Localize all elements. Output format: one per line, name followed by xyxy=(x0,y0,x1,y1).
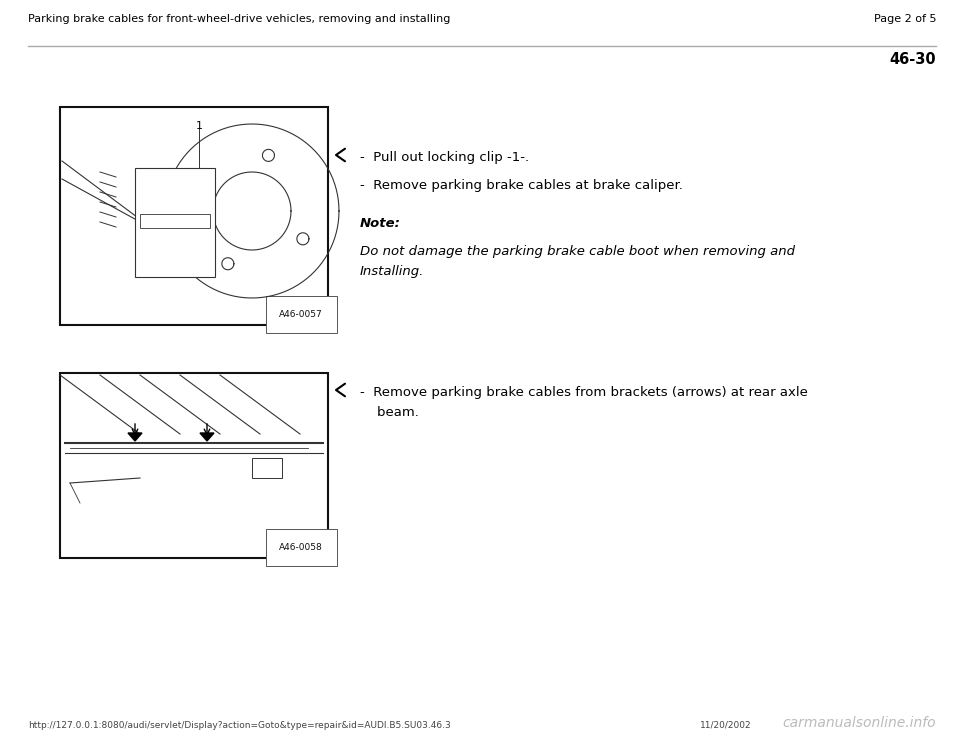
Text: Parking brake cables for front-wheel-drive vehicles, removing and installing: Parking brake cables for front-wheel-dri… xyxy=(28,14,450,24)
Bar xyxy=(60,107,328,325)
Text: Note:: Note: xyxy=(360,217,401,230)
Text: beam.: beam. xyxy=(360,406,419,419)
Polygon shape xyxy=(200,433,214,441)
Text: carmanualsonline.info: carmanualsonline.info xyxy=(782,716,936,730)
Text: Do not damage the parking brake cable boot when removing and: Do not damage the parking brake cable bo… xyxy=(360,245,795,258)
Bar xyxy=(60,373,328,558)
Text: -  Remove parking brake cables from brackets (arrows) at rear axle: - Remove parking brake cables from brack… xyxy=(360,386,808,399)
Text: -  Remove parking brake cables at brake caliper.: - Remove parking brake cables at brake c… xyxy=(360,179,683,192)
Text: http://127.0.0.1:8080/audi/servlet/Display?action=Goto&type=repair&id=AUDI.B5.SU: http://127.0.0.1:8080/audi/servlet/Displ… xyxy=(28,721,451,730)
Text: Page 2 of 5: Page 2 of 5 xyxy=(874,14,936,24)
Bar xyxy=(135,168,215,277)
Text: 46-30: 46-30 xyxy=(889,52,936,67)
Bar xyxy=(140,214,210,228)
Text: A46-0057: A46-0057 xyxy=(279,310,323,319)
Bar xyxy=(252,458,282,478)
Text: Installing.: Installing. xyxy=(360,265,424,278)
Text: -  Pull out locking clip -1-.: - Pull out locking clip -1-. xyxy=(360,151,529,164)
Text: 11/20/2002: 11/20/2002 xyxy=(700,721,752,730)
Text: 1: 1 xyxy=(196,121,203,131)
Polygon shape xyxy=(128,433,142,441)
Text: A46-0058: A46-0058 xyxy=(279,543,323,552)
